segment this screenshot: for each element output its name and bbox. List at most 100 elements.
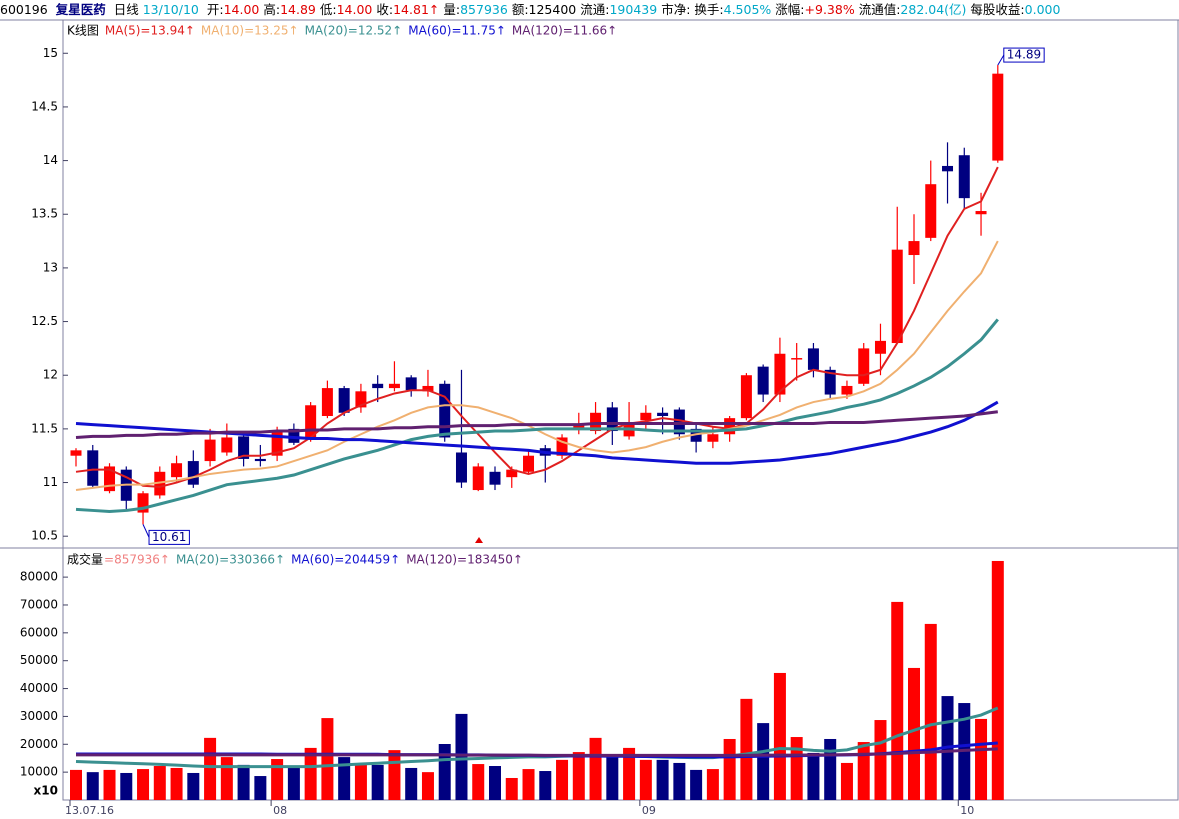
- candle-body: [104, 466, 116, 492]
- volume-bar: [371, 764, 384, 800]
- volume-bar: [522, 769, 535, 800]
- volume-bar: [321, 718, 334, 800]
- volume-bar: [840, 762, 853, 800]
- field: 额:125400: [512, 2, 576, 17]
- volume-bar: [287, 767, 300, 800]
- period: 日线: [113, 2, 139, 17]
- x-tick-label: 08: [273, 804, 287, 817]
- volume-bar: [455, 713, 468, 800]
- price-callout: 10.61: [152, 530, 186, 544]
- candle-body: [640, 412, 652, 421]
- candle-body: [238, 436, 250, 459]
- field-value: 14.00: [336, 2, 373, 17]
- volume-bar: [623, 747, 636, 800]
- x-tick-label: 13.07.16: [65, 804, 114, 817]
- candle-body: [305, 405, 317, 440]
- volume-bar: [857, 742, 870, 800]
- field-label: 流通:: [580, 2, 610, 17]
- volume-bar: [807, 752, 820, 800]
- candle-body: [204, 439, 216, 462]
- y-tick-label: 30000: [20, 709, 58, 723]
- candle-body: [757, 366, 769, 395]
- candle-body: [137, 493, 149, 513]
- candle-body: [724, 418, 736, 435]
- candle-body: [254, 458, 266, 462]
- volume-bar: [505, 777, 518, 800]
- header: 600196 复星医药 日线 13/10/10 开:14.00 高:14.89 低:1…: [0, 0, 1179, 20]
- field: 量:857936: [443, 2, 507, 17]
- field-value: 190439: [609, 2, 658, 17]
- y-tick-label: 10.5: [31, 529, 58, 543]
- volume-bar: [254, 776, 267, 800]
- volume-bar: [354, 764, 367, 800]
- candle-body: [489, 471, 501, 485]
- candle-body: [422, 385, 434, 392]
- volume-bar: [723, 738, 736, 800]
- price-callout: 14.89: [1007, 48, 1041, 62]
- y-tick-label: 13: [43, 260, 58, 274]
- volume-bar: [891, 601, 904, 800]
- candle-body: [187, 461, 199, 485]
- field: 开:14.00: [207, 2, 260, 17]
- candle-body: [388, 383, 400, 389]
- y-tick-label: 13.5: [31, 207, 58, 221]
- candle-body: [523, 455, 535, 472]
- volume-bar: [153, 766, 166, 800]
- field: 每股收益:0.000: [970, 2, 1060, 17]
- volume-bar: [271, 759, 284, 800]
- field-label: 额:: [511, 2, 529, 17]
- candle-body: [740, 375, 752, 419]
- field-label: 市净:: [661, 2, 691, 17]
- x-tick-label: 09: [642, 804, 656, 817]
- field-value: 857936: [460, 2, 508, 17]
- field-label: 低:: [319, 2, 337, 17]
- y-tick-label: 15: [43, 46, 58, 60]
- candle-body: [774, 353, 786, 395]
- field-value: 14.81↑: [393, 2, 440, 17]
- field-value: 14.00: [223, 2, 260, 17]
- fields: 开:14.00 高:14.89 低:14.00 收:14.81↑ 量:857936 额:1…: [207, 2, 1065, 17]
- volume-bar: [70, 769, 82, 800]
- field-label: 涨幅:: [775, 2, 805, 17]
- y-tick-label: 12: [43, 368, 58, 382]
- date: 13/10/10: [142, 2, 199, 17]
- volume-bar: [539, 771, 552, 800]
- marker: [475, 537, 483, 543]
- candle-body: [506, 469, 518, 478]
- volume-bar: [656, 759, 669, 800]
- volume-bar: [187, 772, 200, 800]
- volume-bar: [773, 672, 786, 800]
- volume-bar: [438, 744, 451, 800]
- candle-body: [70, 450, 82, 456]
- candle-body: [690, 428, 702, 442]
- field: 涨幅:+9.38%: [775, 2, 854, 17]
- candle-body: [942, 165, 954, 172]
- field: 流通值:282.04(亿): [859, 2, 967, 17]
- field: 高:14.89: [263, 2, 316, 17]
- field-label: 收:: [376, 2, 394, 17]
- candle-body: [858, 348, 870, 384]
- volume-panel: [62, 547, 1179, 801]
- volume-bar: [908, 667, 920, 800]
- candle-body: [874, 340, 886, 354]
- y-tick-label: 12.5: [31, 314, 58, 328]
- candle-body: [171, 463, 183, 478]
- field: 收:14.81↑: [376, 2, 439, 17]
- field: 流通:190439: [580, 2, 657, 17]
- candle-body: [807, 348, 819, 370]
- volume-bar: [639, 759, 652, 800]
- volume-bar: [170, 767, 183, 800]
- callout-line: [997, 54, 1005, 66]
- volume-bar: [103, 769, 116, 800]
- candle-body: [355, 391, 367, 408]
- candle-body: [606, 407, 618, 432]
- candle-body: [908, 241, 920, 256]
- field-label: 流通值:: [858, 2, 901, 17]
- volume-bar: [489, 766, 501, 800]
- volume-label: =857936↑: [104, 553, 170, 567]
- candle-body: [338, 388, 350, 413]
- ma-line: [75, 166, 999, 488]
- volume-bar: [790, 737, 803, 800]
- candle-body: [992, 73, 1004, 161]
